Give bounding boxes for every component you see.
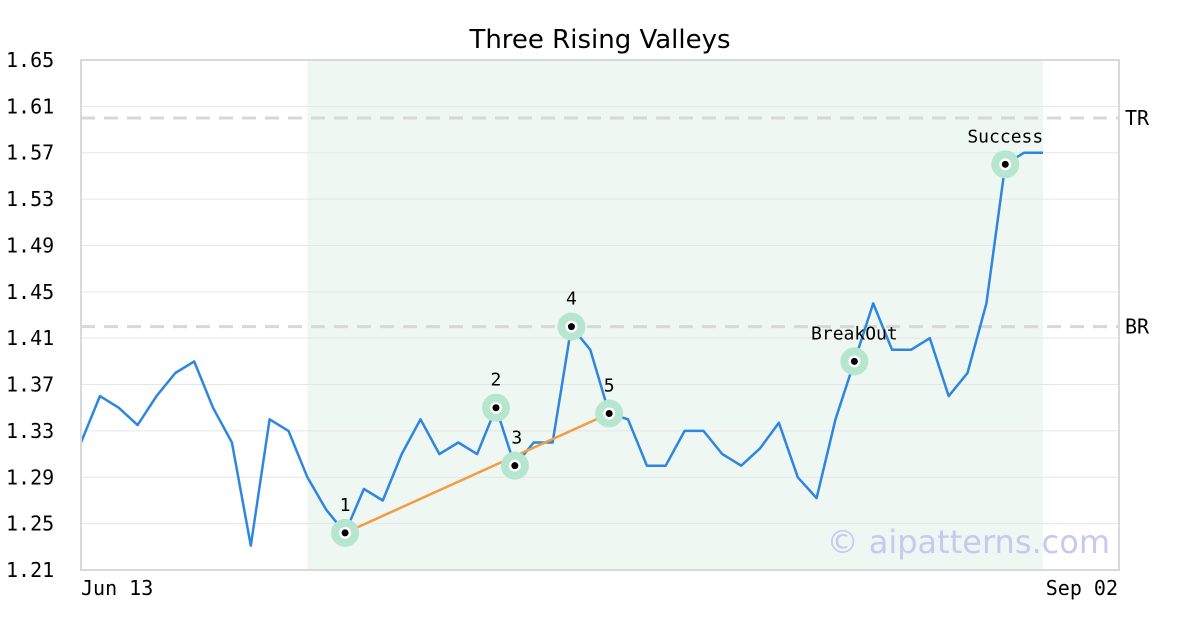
annotation-label-success: Success bbox=[967, 126, 1043, 147]
pattern-region bbox=[307, 60, 1044, 570]
annotation-label-2: 2 bbox=[491, 370, 502, 391]
x-tick-label: Jun 13 bbox=[81, 576, 153, 600]
y-tick-label: 1.57 bbox=[6, 141, 54, 165]
annotation-label-4: 4 bbox=[566, 289, 577, 310]
reference-label-tr: TR bbox=[1125, 106, 1150, 130]
watermark: © aipatterns.com bbox=[827, 523, 1110, 561]
y-tick-label: 1.45 bbox=[6, 280, 54, 304]
annotation-label-3: 3 bbox=[511, 428, 522, 449]
marker-dot-2 bbox=[492, 404, 500, 412]
valley-trendline bbox=[344, 412, 610, 535]
marker-dot-success bbox=[1001, 160, 1009, 168]
y-tick-label: 1.33 bbox=[6, 419, 54, 443]
y-tick-label: 1.49 bbox=[6, 233, 54, 257]
y-tick-label: 1.61 bbox=[6, 94, 54, 118]
y-tick-label: 1.21 bbox=[6, 558, 54, 582]
marker-dot-1 bbox=[341, 529, 349, 537]
marker-dot-4 bbox=[567, 323, 575, 331]
y-tick-label: 1.41 bbox=[6, 326, 54, 350]
price-series-line bbox=[79, 151, 1043, 547]
y-tick-label: 1.53 bbox=[6, 187, 54, 211]
marker-dot-breakout bbox=[850, 357, 858, 365]
annotation-label-5: 5 bbox=[604, 376, 615, 397]
chart-title: Three Rising Valleys bbox=[468, 25, 730, 55]
y-tick-label: 1.37 bbox=[6, 373, 54, 397]
annotation-label-1: 1 bbox=[340, 495, 351, 516]
plot-frame bbox=[80, 59, 1120, 571]
y-tick-label: 1.65 bbox=[6, 48, 54, 72]
marker-dot-3 bbox=[511, 462, 519, 470]
x-tick-label: Sep 02 bbox=[1046, 576, 1118, 600]
y-tick-label: 1.29 bbox=[6, 465, 54, 489]
y-tick-label: 1.25 bbox=[6, 512, 54, 536]
marker-dot-5 bbox=[605, 410, 613, 418]
annotation-label-breakout: BreakOut bbox=[811, 323, 898, 344]
reference-label-br: BR bbox=[1125, 315, 1150, 339]
